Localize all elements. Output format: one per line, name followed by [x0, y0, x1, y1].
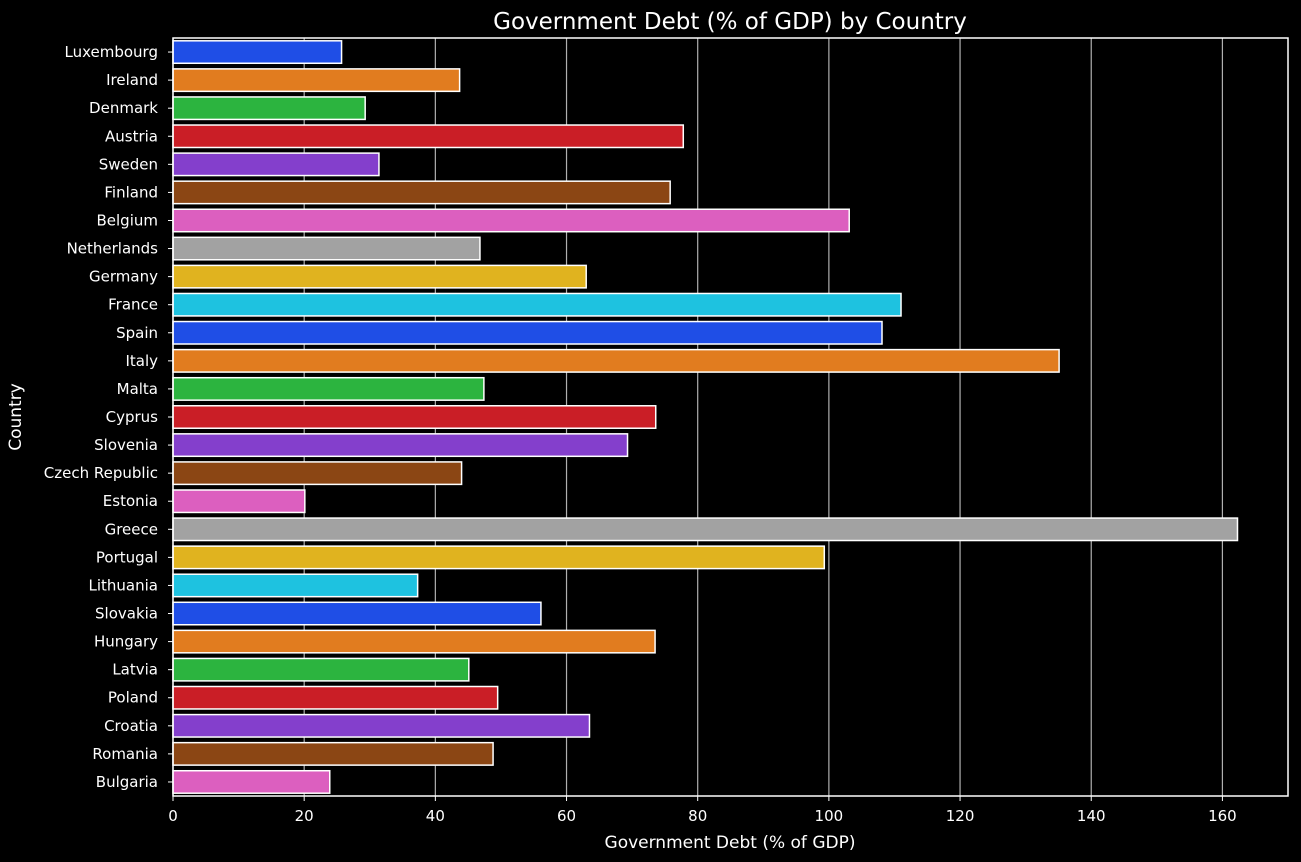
- y-tick-label: Spain: [116, 324, 158, 342]
- y-tick-label: Slovenia: [94, 436, 158, 454]
- bar-hungary: [172, 629, 656, 654]
- x-tick-label: 60: [557, 807, 576, 825]
- chart-title: Government Debt (% of GDP) by Country: [493, 9, 967, 35]
- x-tick-label: 80: [688, 807, 707, 825]
- bar-portugal: [172, 545, 826, 570]
- x-tick-label: 100: [815, 807, 844, 825]
- y-tick-label: Estonia: [103, 492, 158, 510]
- y-tick-label: Ireland: [106, 71, 158, 89]
- bar-lithuania: [172, 573, 419, 598]
- y-tick-labels: Luxembourg Ireland Denmark Austria Sweden Fin…: [44, 43, 173, 791]
- y-tick-label: Lithuania: [89, 576, 158, 594]
- bar-spain: [172, 320, 883, 345]
- bar-denmark: [172, 96, 366, 121]
- y-axis-label: Country: [6, 383, 26, 451]
- y-tick-label: Denmark: [89, 99, 158, 117]
- bar-cyprus: [172, 405, 657, 429]
- bar-croatia: [172, 713, 591, 738]
- bar-belgium: [172, 208, 850, 233]
- x-tick-label: 0: [168, 807, 178, 825]
- y-tick-label: Poland: [108, 689, 158, 707]
- y-tick-label: Slovakia: [95, 605, 158, 623]
- bar-italy: [172, 348, 1060, 373]
- y-tick-label: Luxembourg: [65, 43, 159, 61]
- y-tick-label: Portugal: [96, 548, 158, 566]
- y-tick-label: Netherlands: [67, 240, 159, 258]
- bar-latvia: [172, 657, 470, 682]
- bar-france: [172, 292, 902, 317]
- y-tick-label: France: [108, 296, 158, 314]
- bar-slovakia: [172, 601, 542, 626]
- bar-bulgaria: [172, 769, 331, 794]
- bar-poland: [172, 685, 499, 710]
- bar-germany: [172, 264, 587, 289]
- y-tick-label: Bulgaria: [96, 773, 158, 791]
- y-tick-label: Sweden: [99, 155, 158, 173]
- y-tick-label: Romania: [92, 745, 158, 763]
- bar-estonia: [172, 489, 306, 514]
- y-tick-label: Croatia: [104, 717, 158, 735]
- x-tick-label: 160: [1208, 807, 1237, 825]
- y-tick-label: Czech Republic: [44, 464, 158, 482]
- bar-sweden: [172, 152, 380, 177]
- y-tick-label: Hungary: [94, 633, 158, 651]
- y-tick-label: Latvia: [112, 661, 158, 679]
- bar-ireland: [172, 68, 461, 93]
- y-tick-label: Malta: [117, 380, 158, 398]
- bar-malta: [172, 376, 485, 401]
- bar-luxembourg: [172, 40, 343, 65]
- y-tick-label: Cyprus: [106, 408, 159, 426]
- y-tick-label: Greece: [105, 520, 158, 538]
- y-tick-label: Belgium: [97, 211, 159, 229]
- x-tick-label: 40: [426, 807, 445, 825]
- y-tick-label: Germany: [89, 268, 158, 286]
- x-tick-label: 20: [295, 807, 314, 825]
- x-axis-label: Government Debt (% of GDP): [605, 833, 856, 853]
- bar-austria: [172, 124, 685, 149]
- bar-czech-republic: [172, 461, 463, 486]
- x-tick-labels: 0 20 40 60 80 100 120 140 160: [168, 796, 1237, 825]
- y-tick-label: Italy: [125, 352, 158, 370]
- bar-finland: [172, 180, 671, 205]
- bar-netherlands: [172, 236, 481, 261]
- bar-romania: [172, 741, 494, 766]
- y-tick-label: Austria: [105, 127, 158, 145]
- bar-greece: [172, 517, 1239, 542]
- x-tick-label: 120: [946, 807, 975, 825]
- x-tick-label: 140: [1077, 807, 1106, 825]
- y-tick-label: Finland: [104, 183, 158, 201]
- bar-slovenia: [172, 433, 629, 458]
